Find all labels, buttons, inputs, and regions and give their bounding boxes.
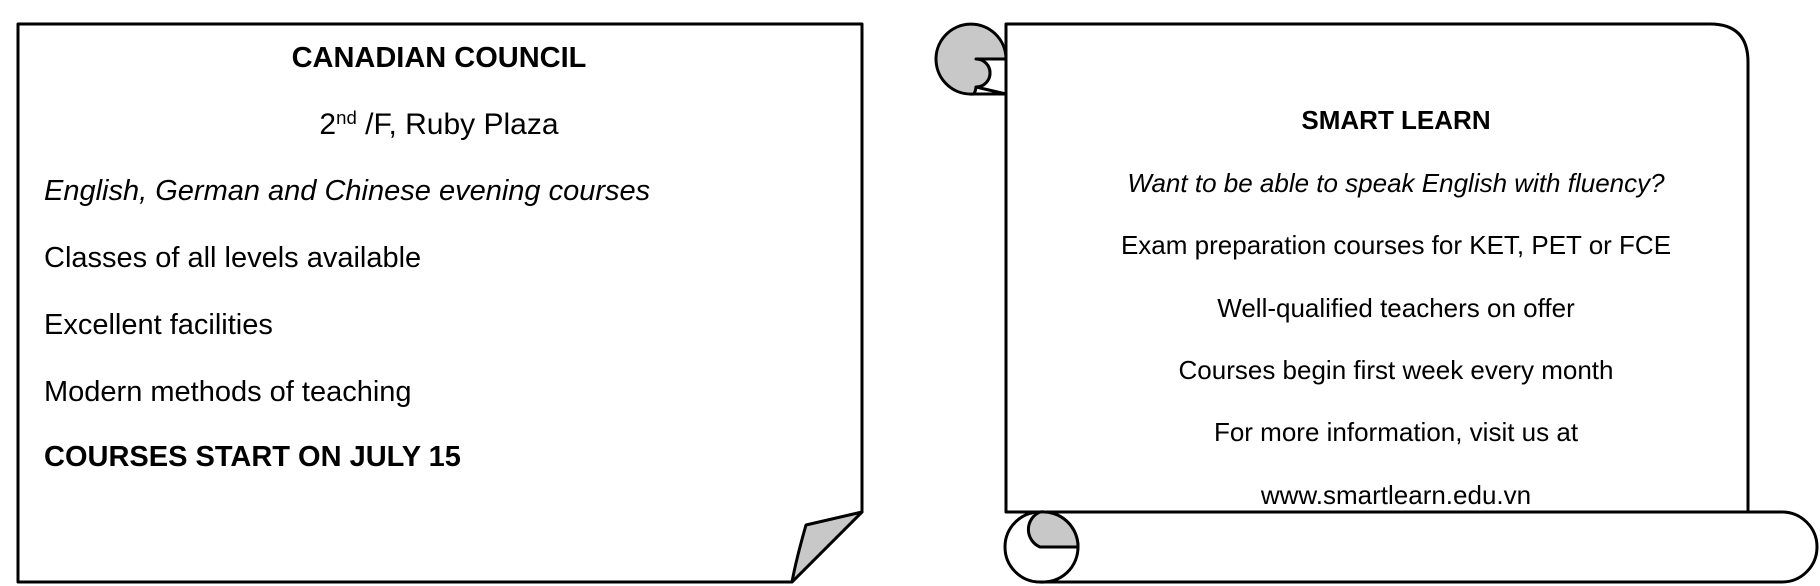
left-notice-line-methods: Modern methods of teaching: [44, 376, 412, 408]
right-notice-line-teachers: Well-qualified teachers on offer: [1217, 293, 1575, 323]
address-rest: /F, Ruby Plaza: [356, 108, 559, 141]
right-notice-line-exams: Exam preparation courses for KET, PET or…: [1120, 230, 1672, 260]
left-notice-line-start-date: COURSES START ON JULY 15: [44, 441, 461, 473]
address-floor-suffix: nd: [336, 106, 357, 128]
right-notice-line-schedule: Courses begin first week every month: [1178, 355, 1614, 385]
left-notice-line-facilities: Excellent facilities: [44, 309, 273, 341]
left-notice-title: CANADIAN COUNCIL: [291, 42, 587, 74]
address-floor-number: 2: [319, 108, 337, 141]
left-notice-line-courses: English, German and Chinese evening cour…: [44, 175, 651, 207]
scroll-bottom-roll: [1003, 510, 1819, 584]
left-notice-address: 2nd /F, Ruby Plaza: [18, 106, 860, 141]
left-notice-line-levels: Classes of all levels available: [44, 242, 422, 274]
right-notice-line-info: For more information, visit us at: [1213, 417, 1579, 447]
right-notice-website: www.smartlearn.edu.vn: [1260, 480, 1532, 510]
left-notice-paper: [16, 22, 864, 584]
scroll-top-roll: [934, 22, 1008, 96]
right-notice-title: SMART LEARN: [1301, 105, 1491, 135]
right-notice-scroll: [934, 22, 1819, 584]
page-curl-corner: [790, 510, 864, 584]
right-notice-line-fluency: Want to be able to speak English with fl…: [1127, 168, 1665, 198]
